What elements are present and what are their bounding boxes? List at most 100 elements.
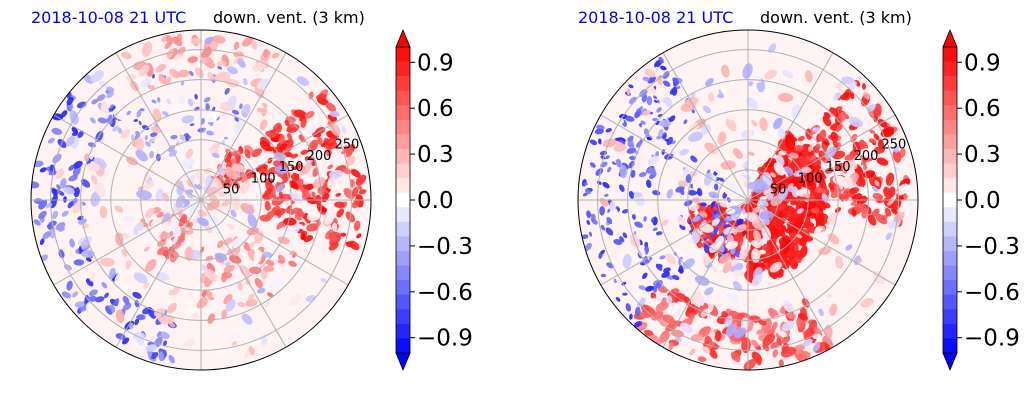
field-patch <box>631 214 636 220</box>
field-patch <box>121 337 130 345</box>
field-patch <box>626 88 631 96</box>
field-patch <box>751 219 767 231</box>
field-patch <box>638 285 646 291</box>
field-patch <box>221 309 228 319</box>
field-patch <box>205 103 210 112</box>
field-patch <box>627 135 634 142</box>
field-patch <box>597 140 602 145</box>
field-patch <box>661 271 670 278</box>
field-patch <box>629 313 633 320</box>
field-patch <box>350 169 361 178</box>
field-patch <box>292 223 301 234</box>
field-patch <box>329 110 340 118</box>
field-patch <box>284 156 297 167</box>
field-patch <box>316 93 327 101</box>
field-patch <box>323 138 337 146</box>
field-patch <box>679 276 686 281</box>
field-patch <box>584 242 592 252</box>
field-patch <box>628 190 635 199</box>
field-patch <box>672 77 680 85</box>
field-patch <box>158 73 167 85</box>
field-patch <box>256 107 264 113</box>
field-patch <box>622 232 628 239</box>
field-patch <box>189 123 195 127</box>
field-patch <box>842 161 850 172</box>
field-patch <box>789 152 799 159</box>
field-patch <box>780 346 797 358</box>
field-patch <box>661 219 669 226</box>
field-patch <box>293 109 307 119</box>
field-patch <box>85 301 93 310</box>
field-patch <box>179 134 185 142</box>
field-patch <box>719 202 727 208</box>
field-patch <box>55 222 66 231</box>
field-patch <box>637 246 646 258</box>
field-patch <box>655 231 661 235</box>
field-patch <box>69 110 79 125</box>
field-patch <box>221 271 233 279</box>
field-patch <box>306 196 317 205</box>
field-patch <box>166 48 174 59</box>
field-patch <box>835 124 843 132</box>
field-patch <box>600 224 606 231</box>
colorbar: 0.9 0.6 0.3 0.0 −0.3 −0.6 −0.9 <box>942 28 1020 372</box>
field-patch <box>841 76 855 85</box>
field-patch <box>274 176 283 183</box>
field-patch <box>114 273 123 285</box>
field-patch <box>729 66 736 73</box>
field-patch <box>326 147 332 157</box>
field-patch <box>643 216 647 222</box>
field-patch <box>788 139 796 150</box>
colorbar-segment <box>396 61 410 77</box>
field-patch <box>99 205 108 219</box>
field-patch <box>217 60 227 67</box>
colorbar-segment <box>396 163 410 179</box>
field-patch <box>699 210 708 218</box>
field-patch <box>837 82 843 92</box>
field-patch <box>885 172 895 186</box>
field-patch <box>629 96 637 105</box>
field-patch <box>605 128 612 133</box>
colorbar-segment <box>943 163 957 179</box>
field-patch <box>262 251 273 258</box>
field-patch <box>200 117 205 125</box>
field-patch <box>642 110 651 116</box>
colorbar-segment <box>396 323 410 339</box>
field-patch <box>658 56 664 64</box>
field-patch <box>259 119 268 131</box>
field-patch <box>606 216 613 225</box>
field-patch <box>708 191 720 199</box>
field-patch <box>207 313 216 324</box>
field-patch <box>848 81 857 90</box>
field-patch <box>644 68 656 78</box>
field-patch <box>233 119 246 134</box>
field-patch <box>166 98 171 105</box>
field-patch <box>859 128 867 133</box>
field-patch <box>300 149 309 155</box>
grid-spoke <box>200 199 287 348</box>
field-patch <box>248 241 256 248</box>
field-patch <box>129 322 134 330</box>
field-patch <box>590 218 598 225</box>
grid-spoke <box>600 114 749 201</box>
field-patch <box>867 214 877 226</box>
field-patch <box>652 117 658 122</box>
field-patch <box>750 339 759 348</box>
field-patch <box>830 131 838 143</box>
grid-spoke <box>662 52 749 201</box>
field-patch <box>886 200 893 206</box>
field-patch <box>207 72 215 81</box>
field-patch <box>708 266 717 272</box>
field-patch <box>148 137 156 144</box>
field-patch <box>136 314 146 321</box>
colorbar-segment <box>943 178 957 194</box>
colorbar-segment <box>396 309 410 325</box>
colorbar-tick-label: −0.3 <box>417 234 473 260</box>
field-patch <box>827 212 837 226</box>
field-patch <box>231 109 240 115</box>
field-patch <box>692 215 701 222</box>
field-patch <box>241 103 251 118</box>
field-patch <box>74 301 85 308</box>
field-patch <box>763 89 772 103</box>
field-patch <box>184 246 194 262</box>
